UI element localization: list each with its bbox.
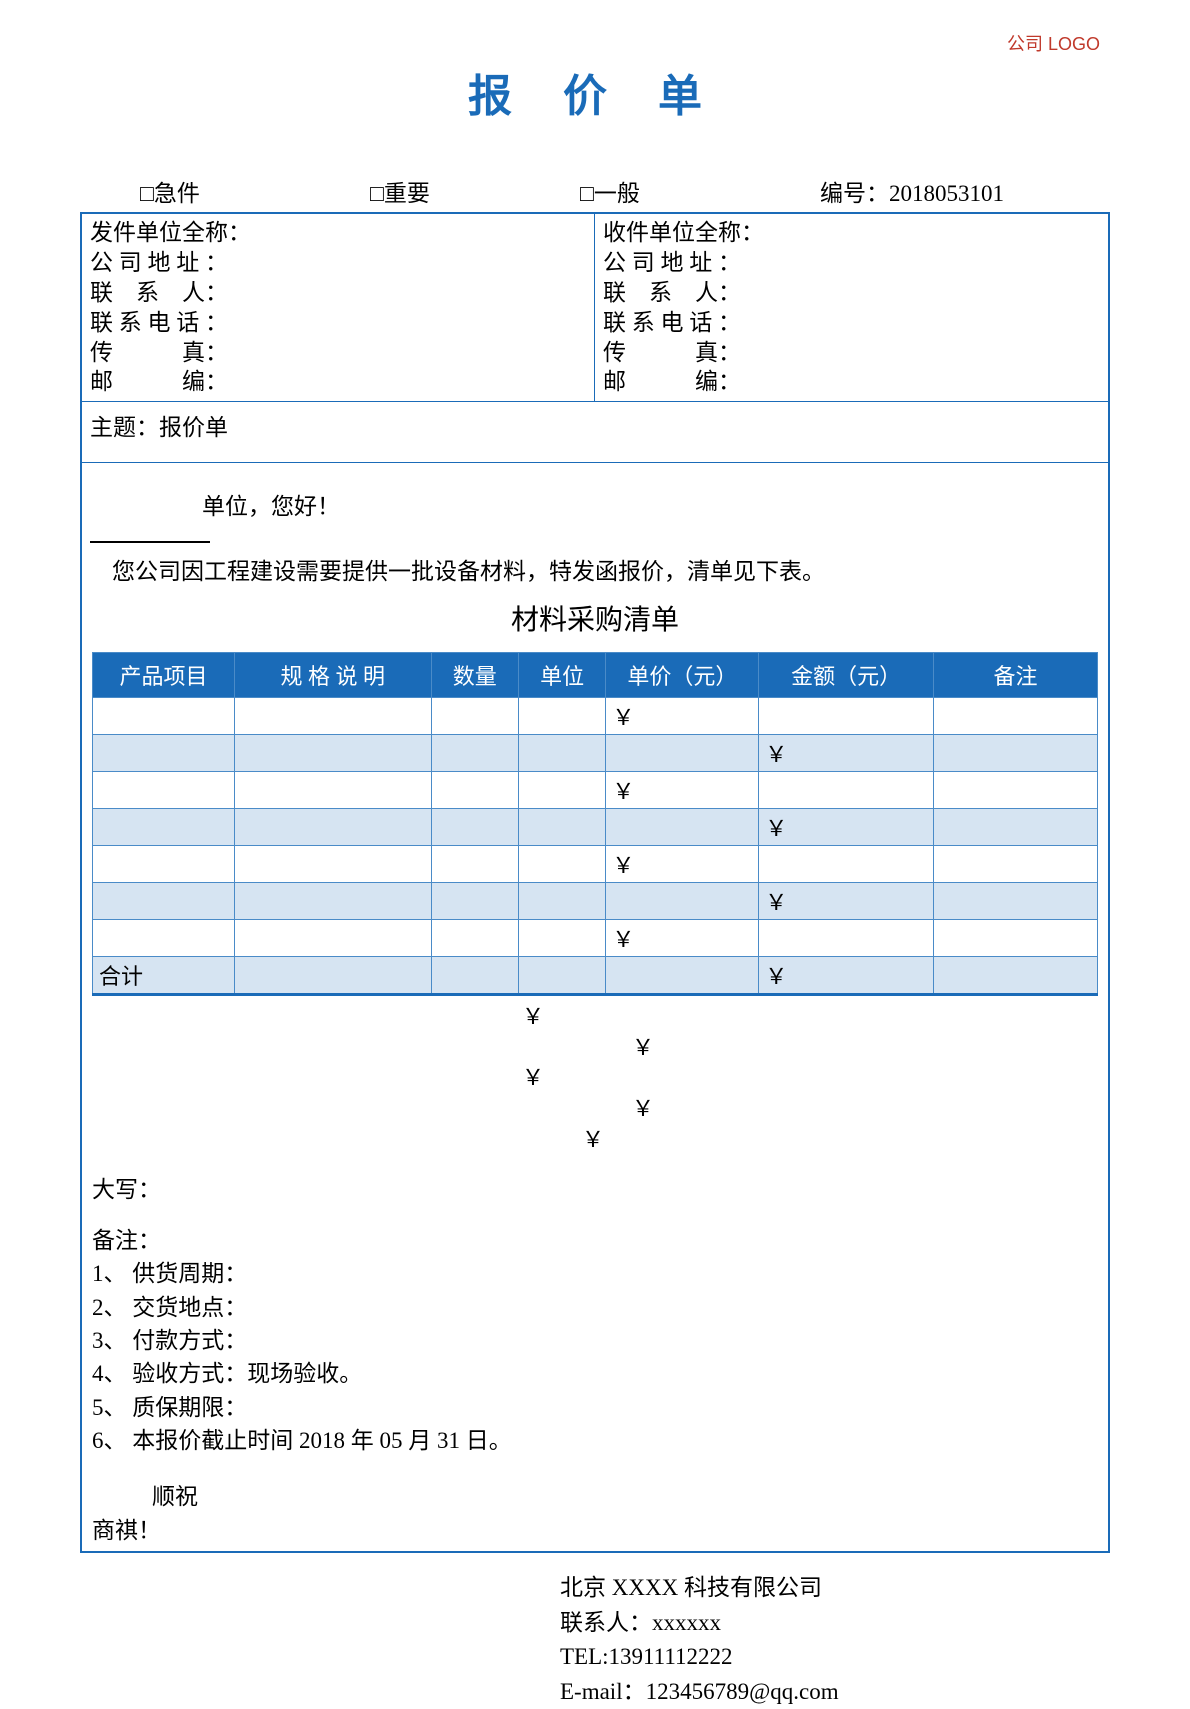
table-row: ￥ — [93, 697, 1098, 734]
total-label: 合计 — [93, 956, 235, 994]
priority-normal: □一般 — [580, 174, 820, 208]
letter-body-text: 您公司因工程建设需要提供一批设备材料，特发函报价，清单见下表。 — [112, 555, 1098, 590]
table-total-row: 合计 ￥ — [93, 956, 1098, 994]
cell-uprice: ￥ — [606, 845, 759, 882]
note-6: 6、 本报价截止时间 2018 年 05 月 31 日。 — [92, 1424, 1098, 1457]
receiver-zip: 邮 编： — [603, 367, 1100, 397]
table-row: ￥ — [93, 845, 1098, 882]
serial-label: 编号： — [820, 181, 889, 206]
letter-body-area: 单位，您好！ 您公司因工程建设需要提供一批设备材料，特发函报价，清单见下表。 材… — [82, 463, 1108, 1551]
footer-email: E-mail：123456789@qq.com — [560, 1675, 1110, 1709]
table-row: ￥ — [93, 808, 1098, 845]
extra-yen-5: ￥ — [582, 1125, 1098, 1156]
th-amount: 金额（元） — [759, 652, 934, 697]
cell-uprice: ￥ — [606, 697, 759, 734]
note-1: 1、 供货周期： — [92, 1257, 1098, 1290]
table-row: ￥ — [93, 734, 1098, 771]
receiver-phone: 联 系 电 话 ： — [603, 308, 1100, 338]
cell-amount: ￥ — [759, 734, 934, 771]
th-spec: 规 格 说 明 — [235, 652, 432, 697]
note-5: 5、 质保期限： — [92, 1391, 1098, 1424]
sender-fax: 传 真： — [90, 338, 586, 368]
cell-amount: ￥ — [759, 808, 934, 845]
th-uprice: 单价（元） — [606, 652, 759, 697]
sender-column: 发件单位全称： 公 司 地 址 ： 联 系 人： 联 系 电 话 ： 传 真： … — [82, 214, 595, 401]
table-row: ￥ — [93, 882, 1098, 919]
receiver-column: 收件单位全称： 公 司 地 址 ： 联 系 人： 联 系 电 话 ： 传 真： … — [595, 214, 1108, 401]
th-remark: 备注 — [934, 652, 1098, 697]
receiver-full-name: 收件单位全称： — [603, 218, 1100, 248]
extra-yen-3: ￥ — [522, 1063, 1098, 1094]
extra-yen-2: ￥ — [632, 1033, 1098, 1064]
underline-bar — [90, 541, 210, 543]
footer-company: 北京 XXXX 科技有限公司 — [560, 1571, 1110, 1606]
footer-tel: TEL:13911112222 — [560, 1640, 1110, 1675]
closing-block: 顺祝 商祺！ — [92, 1477, 1098, 1545]
note-2: 2、 交货地点： — [92, 1291, 1098, 1324]
footer-contact-person: 联系人：xxxxxx — [560, 1606, 1110, 1641]
amount-in-words: 大写： — [92, 1170, 1098, 1204]
notes-block: 备注： 1、 供货周期： 2、 交货地点： 3、 付款方式： 4、 验收方式：现… — [92, 1224, 1098, 1457]
company-logo-text: 公司 LOGO — [1007, 30, 1100, 56]
table-row: ￥ — [93, 771, 1098, 808]
total-amount: ￥ — [759, 956, 934, 994]
receiver-address: 公 司 地 址 ： — [603, 248, 1100, 278]
table-row: ￥ — [93, 919, 1098, 956]
info-box: 发件单位全称： 公 司 地 址 ： 联 系 人： 联 系 电 话 ： 传 真： … — [80, 212, 1110, 1553]
cell-amount: ￥ — [759, 882, 934, 919]
priority-urgent: □急件 — [140, 174, 370, 208]
procurement-table: 产品项目 规 格 说 明 数量 单位 单价（元） 金额（元） 备注 ￥ ￥ — [92, 652, 1098, 996]
sender-contact: 联 系 人： — [90, 278, 586, 308]
note-4: 4、 验收方式：现场验收。 — [92, 1357, 1098, 1390]
extra-yen-4: ￥ — [632, 1094, 1098, 1125]
th-unit: 单位 — [519, 652, 606, 697]
page-title: 报 价 单 — [80, 60, 1110, 124]
sender-phone: 联 系 电 话 ： — [90, 308, 586, 338]
table-header-row: 产品项目 规 格 说 明 数量 单位 单价（元） 金额（元） 备注 — [93, 652, 1098, 697]
receiver-contact: 联 系 人： — [603, 278, 1100, 308]
procurement-subtitle: 材料采购清单 — [92, 598, 1098, 638]
subject-line: 主题：报价单 — [82, 402, 1108, 463]
sender-address: 公 司 地 址 ： — [90, 248, 586, 278]
footer-contact: 北京 XXXX 科技有限公司 联系人：xxxxxx TEL:1391111222… — [560, 1571, 1110, 1709]
th-qty: 数量 — [431, 652, 518, 697]
sender-full-name: 发件单位全称： — [90, 218, 586, 248]
priority-row: □急件 □重要 □一般 编号：2018053101 — [80, 174, 1110, 208]
closing-sx: 顺祝 — [152, 1477, 1098, 1511]
notes-title: 备注： — [92, 1224, 1098, 1257]
cell-uprice: ￥ — [606, 771, 759, 808]
info-top: 发件单位全称： 公 司 地 址 ： 联 系 人： 联 系 电 话 ： 传 真： … — [82, 214, 1108, 402]
receiver-fax: 传 真： — [603, 338, 1100, 368]
serial-number: 编号：2018053101 — [820, 174, 1004, 208]
closing-sq: 商祺！ — [92, 1511, 1098, 1545]
th-item: 产品项目 — [93, 652, 235, 697]
sender-zip: 邮 编： — [90, 367, 586, 397]
cell-uprice: ￥ — [606, 919, 759, 956]
greeting: 单位，您好！ — [202, 487, 1098, 521]
serial-value: 2018053101 — [889, 181, 1004, 206]
extra-yen-1: ￥ — [522, 1002, 1098, 1033]
priority-important: □重要 — [370, 174, 580, 208]
note-3: 3、 付款方式： — [92, 1324, 1098, 1357]
extra-yen-block: ￥ ￥ ￥ ￥ ￥ — [92, 1002, 1098, 1156]
